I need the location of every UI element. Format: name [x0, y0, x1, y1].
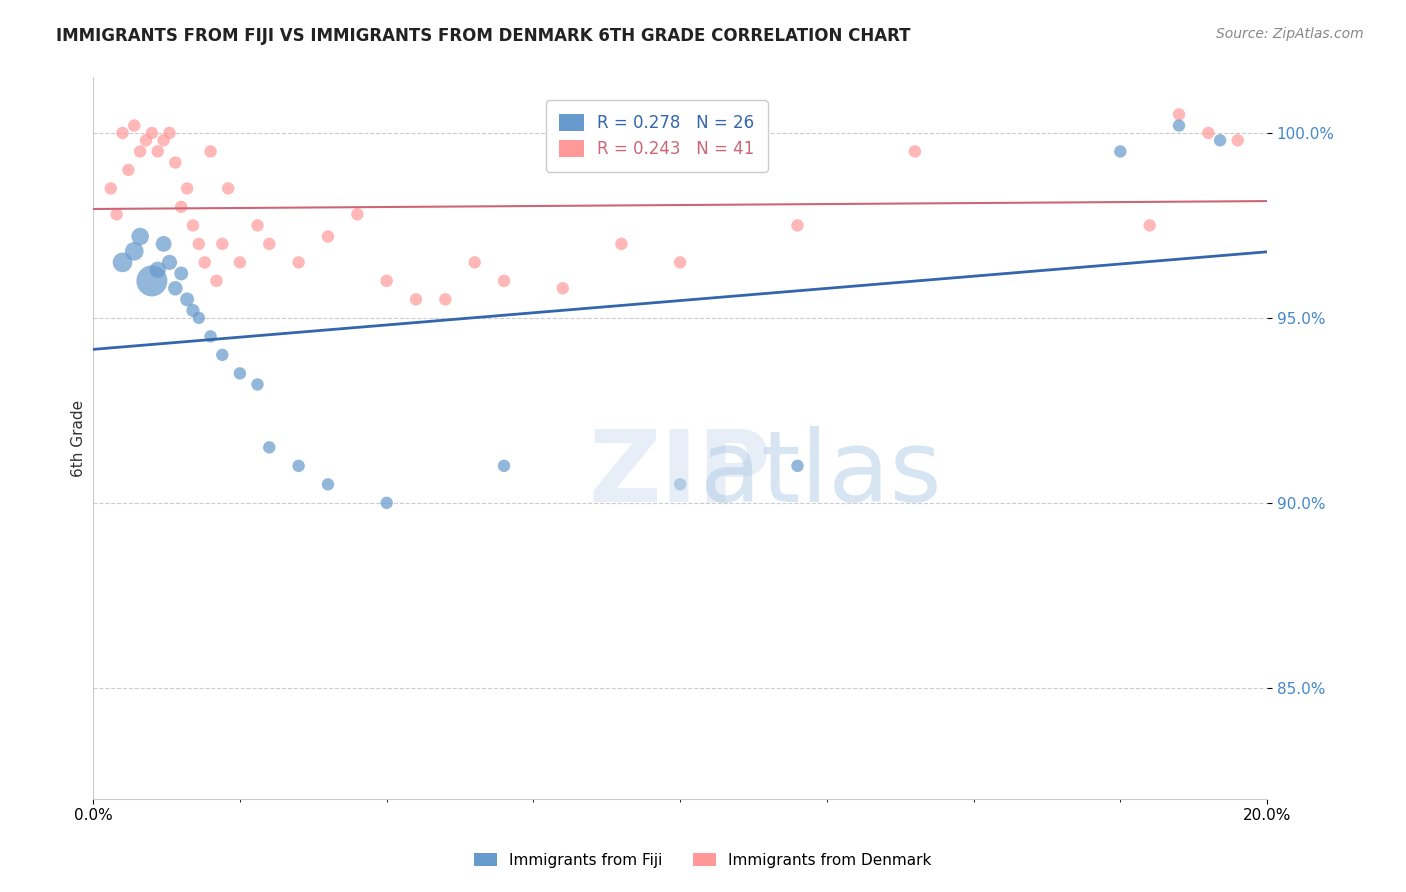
Point — [375, 274, 398, 288]
Point — [122, 119, 145, 133]
Point — [229, 367, 252, 381]
Point — [259, 441, 281, 455]
Point — [105, 207, 128, 221]
Point — [464, 255, 486, 269]
Point — [176, 293, 198, 307]
Point — [259, 236, 281, 251]
Point — [152, 236, 174, 251]
Point — [159, 255, 181, 269]
Point — [211, 348, 233, 362]
Legend: R = 0.278   N = 26, R = 0.243   N = 41: R = 0.278 N = 26, R = 0.243 N = 41 — [546, 100, 768, 171]
Point — [287, 458, 309, 473]
Point — [117, 162, 139, 177]
Point — [141, 126, 163, 140]
Point — [181, 303, 204, 318]
Point — [159, 126, 181, 140]
Point — [1197, 126, 1219, 140]
Point — [610, 236, 633, 251]
Point — [246, 219, 269, 233]
Point — [146, 145, 169, 159]
Text: Source: ZipAtlas.com: Source: ZipAtlas.com — [1216, 27, 1364, 41]
Text: atlas: atlas — [700, 425, 942, 523]
Y-axis label: 6th Grade: 6th Grade — [72, 400, 86, 476]
Point — [551, 281, 574, 295]
Point — [194, 255, 217, 269]
Point — [205, 274, 228, 288]
Point — [170, 200, 193, 214]
Text: ZIP: ZIP — [589, 425, 772, 523]
Point — [405, 293, 427, 307]
Point — [246, 377, 269, 392]
Point — [211, 236, 233, 251]
Point — [375, 496, 398, 510]
Point — [187, 310, 209, 325]
Point — [229, 255, 252, 269]
Point — [217, 181, 239, 195]
Point — [129, 145, 152, 159]
Point — [1168, 107, 1191, 121]
Text: IMMIGRANTS FROM FIJI VS IMMIGRANTS FROM DENMARK 6TH GRADE CORRELATION CHART: IMMIGRANTS FROM FIJI VS IMMIGRANTS FROM … — [56, 27, 911, 45]
Point — [316, 477, 339, 491]
Point — [492, 274, 515, 288]
Point — [904, 145, 927, 159]
Point — [146, 262, 169, 277]
Point — [434, 293, 457, 307]
Point — [122, 244, 145, 259]
Point — [1168, 119, 1191, 133]
Point — [152, 133, 174, 147]
Point — [200, 329, 222, 343]
Point — [135, 133, 157, 147]
Point — [669, 477, 692, 491]
Point — [176, 181, 198, 195]
Point — [1109, 145, 1132, 159]
Point — [786, 219, 808, 233]
Point — [141, 274, 163, 288]
Point — [170, 267, 193, 281]
Point — [200, 145, 222, 159]
Point — [287, 255, 309, 269]
Point — [346, 207, 368, 221]
Point — [187, 236, 209, 251]
Point — [111, 126, 134, 140]
Point — [492, 458, 515, 473]
Point — [165, 281, 187, 295]
Point — [786, 458, 808, 473]
Point — [1226, 133, 1249, 147]
Point — [165, 155, 187, 169]
Point — [316, 229, 339, 244]
Point — [111, 255, 134, 269]
Legend: Immigrants from Fiji, Immigrants from Denmark: Immigrants from Fiji, Immigrants from De… — [467, 845, 939, 875]
Point — [100, 181, 122, 195]
Point — [1209, 133, 1232, 147]
Point — [1139, 219, 1161, 233]
Point — [181, 219, 204, 233]
Point — [129, 229, 152, 244]
Point — [669, 255, 692, 269]
